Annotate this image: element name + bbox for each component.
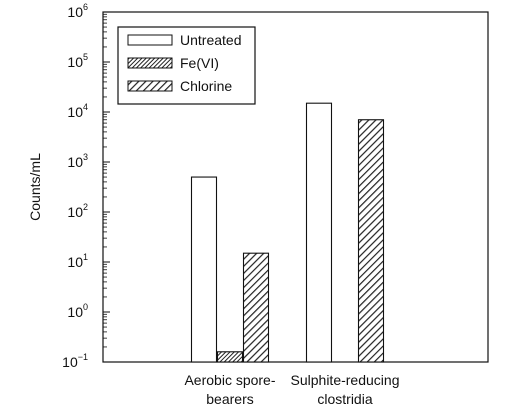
y-tick-label: 104 (67, 102, 88, 120)
x-category-label: Aerobic spore- (184, 372, 275, 388)
y-axis-ticks: 10−1 100 101 102 103 104 105 106 (62, 2, 110, 370)
legend-label: Untreated (180, 32, 241, 48)
legend-label: Fe(VI) (180, 55, 219, 71)
y-tick-label: 102 (67, 202, 88, 220)
y-tick-label: 10−1 (62, 352, 88, 370)
x-category-label: bearers (206, 391, 253, 407)
legend: Untreated Fe(VI) Chlorine (117, 26, 256, 105)
legend-swatch (127, 57, 173, 69)
bar-chlorine-1 (357, 119, 385, 363)
bar-chlorine-0 (242, 252, 270, 363)
y-tick-label: 101 (67, 252, 88, 270)
y-axis-label: Counts/mL (27, 153, 43, 221)
bar-untreated-1 (305, 102, 333, 363)
legend-label: Chlorine (180, 78, 232, 94)
x-category-label: Sulphite-reducing (291, 372, 400, 388)
bar-untreated-0 (190, 176, 218, 363)
x-category-labels: Aerobic spore-bearers Sulphite-reducing cl… (184, 372, 399, 407)
y-tick-label: 105 (67, 52, 88, 70)
y-tick-label: 103 (67, 152, 88, 170)
legend-swatch (127, 80, 173, 92)
bars (190, 102, 385, 363)
y-tick-label: 100 (67, 302, 88, 320)
x-category-label: clostridia (317, 391, 372, 407)
y-tick-label: 106 (67, 2, 88, 20)
plot-frame (102, 11, 489, 363)
bar-fe-vi-0 (216, 351, 244, 363)
legend-swatch (127, 34, 173, 46)
